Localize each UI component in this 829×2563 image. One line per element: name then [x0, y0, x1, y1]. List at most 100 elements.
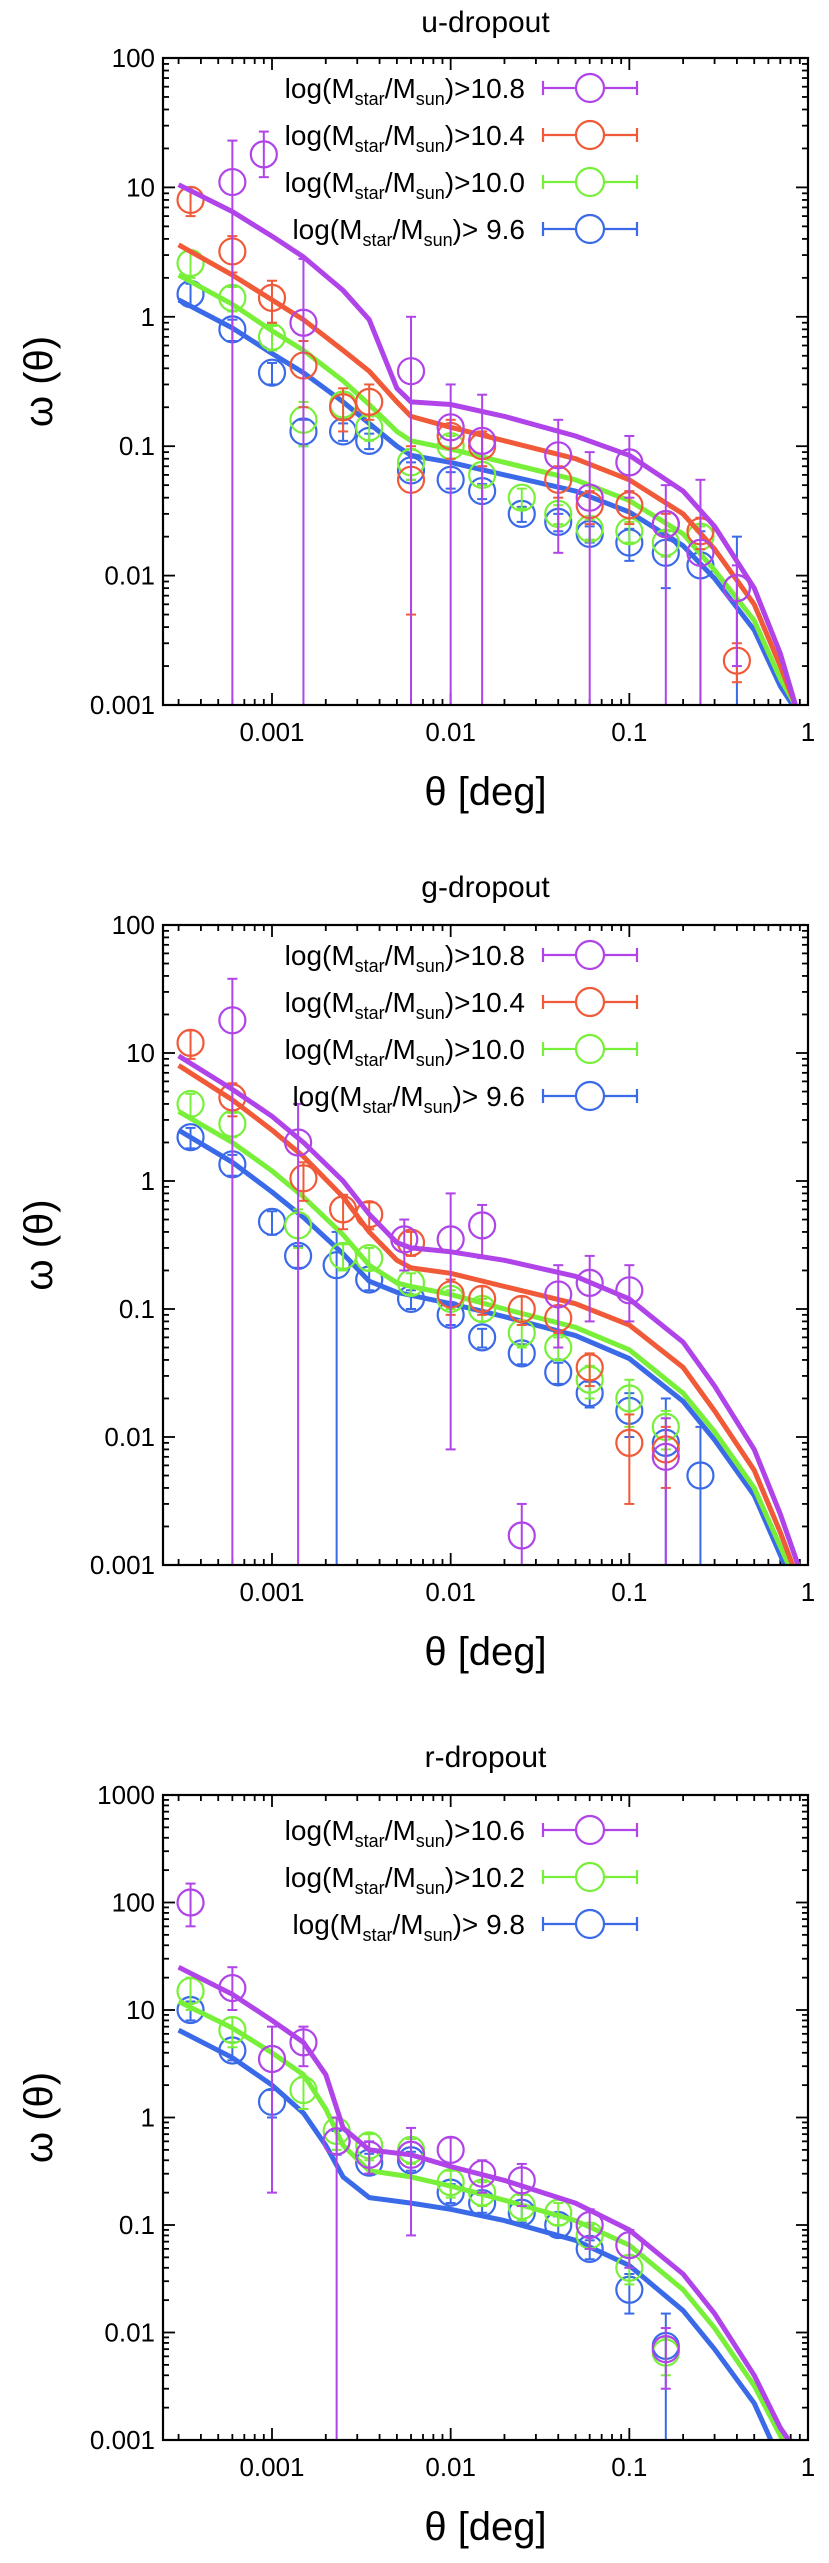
- plot-area: [176, 130, 798, 705]
- data-point: [615, 2231, 644, 2260]
- y-tick-label: 0.1: [119, 2210, 155, 2240]
- legend-label-part: star: [355, 1050, 385, 1070]
- legend-label-part: /M: [392, 1081, 423, 1112]
- series-log(Mstar/Msun)> 9.8: [176, 1995, 774, 2440]
- data-point: [686, 1461, 715, 1490]
- data-point: [544, 1280, 573, 1309]
- data-point: [507, 1521, 536, 1550]
- data-point: [575, 483, 604, 512]
- y-tick-label: 0.001: [90, 1550, 155, 1580]
- legend-label-part: )> 9.8: [453, 1909, 525, 1940]
- x-axis: 0.001 0.01 0.1 1: [177, 1795, 815, 2482]
- data-point: [218, 2016, 247, 2045]
- y-tick-label: 0.001: [90, 2425, 155, 2455]
- x-tick-label: 0.1: [611, 1577, 647, 1607]
- data-point: [257, 2044, 287, 2074]
- data-point: [284, 1128, 313, 1157]
- data-point: [289, 1164, 318, 1193]
- legend-label-part: /M: [385, 120, 416, 151]
- legend-label-part: log(M: [285, 1862, 355, 1893]
- data-point: [390, 1225, 419, 1254]
- legend-label-part: /M: [385, 987, 416, 1018]
- legend-label: log(Mstar/Msun)>10.4: [285, 987, 525, 1023]
- data-point: [322, 1251, 351, 1280]
- y-axis-label: ω (θ): [17, 2072, 61, 2163]
- legend-swatch-marker: [574, 939, 606, 971]
- series-log(Mstar/Msun)>10.0: [176, 249, 798, 705]
- chart-panel-g-dropout: g-dropout 0.001 0.01 0.1 1 10 100 0.001 0.01 0.1 1…: [17, 871, 815, 1674]
- legend-swatch-marker: [574, 1814, 606, 1846]
- legend-swatch-marker: [574, 119, 606, 151]
- y-tick-label: 0.001: [90, 690, 155, 720]
- legend-label-part: sun: [416, 956, 445, 976]
- legend-label-part: star: [355, 136, 385, 156]
- data-point: [436, 1225, 465, 1254]
- legend-label-part: /M: [385, 167, 416, 198]
- model-curve: [177, 182, 798, 705]
- y-tick-label: 10: [126, 1038, 155, 1068]
- y-tick-label: 1: [141, 2103, 155, 2133]
- legend-label-part: sun: [416, 1831, 445, 1851]
- legend-label: log(Mstar/Msun)>10.4: [285, 120, 525, 156]
- legend-label-part: sun: [416, 183, 445, 203]
- x-tick-label: 0.01: [425, 1577, 476, 1607]
- legend-label-part: sun: [416, 1050, 445, 1070]
- panel-title: u-dropout: [421, 6, 550, 39]
- legend-label-part: /M: [392, 1909, 423, 1940]
- x-tick-label: 0.01: [425, 717, 476, 747]
- legend-swatch-marker: [574, 1080, 606, 1112]
- legend-label-part: log(M: [285, 1815, 355, 1846]
- y-tick-label: 10: [126, 1995, 155, 2025]
- data-point: [396, 357, 426, 386]
- data-point: [507, 1294, 536, 1324]
- legend-label-part: /M: [385, 1815, 416, 1846]
- y-axis-label: ω (θ): [17, 1199, 61, 1290]
- data-point: [507, 483, 536, 512]
- y-tick-label: 1: [141, 1166, 155, 1196]
- legend-label-part: )>10.6: [445, 1815, 525, 1846]
- legend: log(Mstar/Msun)>10.8log(Mstar/Msun)>10.4…: [285, 72, 639, 250]
- legend-label-part: )>10.2: [445, 1862, 525, 1893]
- panel-title: r-dropout: [425, 1741, 547, 1774]
- legend-label-part: log(M: [292, 1081, 362, 1112]
- x-tick-label: 0.1: [611, 2452, 647, 2482]
- data-point: [355, 1243, 384, 1273]
- data-point: [355, 387, 384, 416]
- legend-swatch-marker: [574, 1908, 606, 1940]
- y-axis-label: ω (θ): [17, 336, 61, 427]
- data-point: [575, 1353, 604, 1382]
- data-point: [257, 283, 287, 312]
- x-tick-label: 1: [801, 2452, 815, 2482]
- panel-title: g-dropout: [421, 871, 550, 904]
- y-tick-label: 0.01: [104, 2318, 155, 2348]
- legend-label-part: /M: [385, 1862, 416, 1893]
- legend-swatch-marker: [574, 166, 606, 198]
- data-point: [355, 1200, 384, 1229]
- legend-label-part: /M: [385, 1034, 416, 1065]
- legend-label-part: sun: [424, 1925, 453, 1945]
- model-curve: [177, 2027, 774, 2440]
- data-point: [176, 1976, 205, 2006]
- legend-label: log(Mstar/Msun)>10.6: [285, 1815, 525, 1851]
- legend-label: log(Mstar/Msun)> 9.6: [292, 214, 525, 250]
- data-point: [615, 1276, 644, 1305]
- plot-frame: [161, 56, 810, 707]
- data-point: [651, 510, 680, 539]
- y-tick-label: 100: [112, 1888, 155, 1918]
- legend-label-part: )>10.4: [445, 120, 525, 151]
- legend-label: log(Mstar/Msun)>10.0: [285, 1034, 525, 1070]
- x-tick-label: 1: [801, 717, 815, 747]
- series-log(Mstar/Msun)>10.8: [177, 977, 801, 1565]
- y-tick-label: 0.1: [119, 1294, 155, 1324]
- series-log(Mstar/Msun)>10.6: [176, 1882, 791, 2440]
- legend-label-part: star: [362, 230, 392, 250]
- y-tick-label: 1000: [97, 1780, 155, 1810]
- data-point: [396, 2140, 426, 2169]
- model-curve: [177, 1999, 785, 2440]
- series-log(Mstar/Msun)>10.4: [176, 185, 798, 705]
- legend-label-part: log(M: [292, 214, 362, 245]
- legend-label-part: )>10.4: [445, 987, 525, 1018]
- data-point: [575, 2210, 604, 2240]
- data-point: [436, 413, 465, 442]
- data-point: [507, 2166, 536, 2195]
